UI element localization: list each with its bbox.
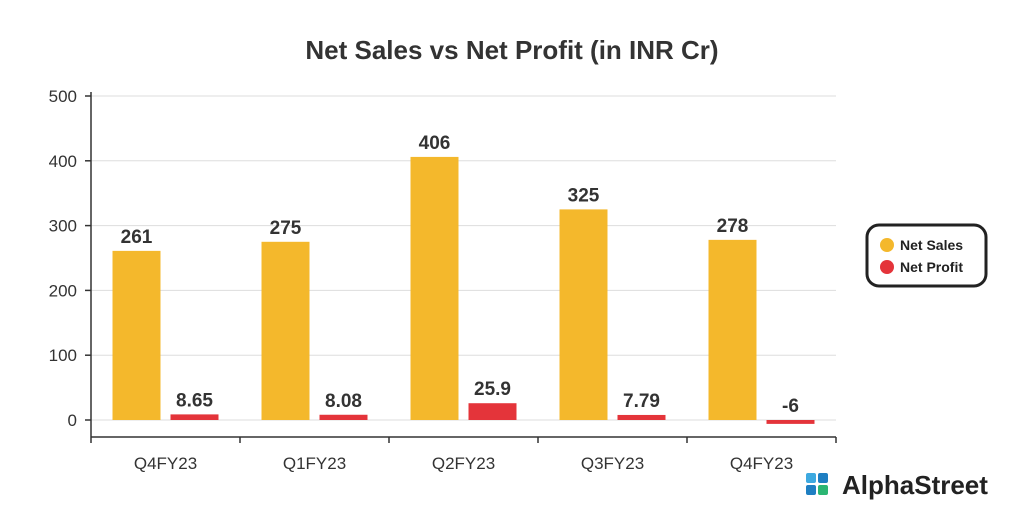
x-tick-label: Q4FY23 [134, 454, 197, 473]
axes [85, 92, 837, 443]
legend-label-net-profit: Net Profit [900, 259, 963, 275]
x-tick-label: Q4FY23 [730, 454, 793, 473]
bar-net-sales [410, 156, 459, 421]
y-tick-label: 500 [49, 87, 77, 106]
y-tick-label: 400 [49, 152, 77, 171]
brand-name: AlphaStreet [842, 470, 988, 500]
data-label: 325 [568, 185, 600, 206]
data-labels: 261 8.65 275 8.08 406 25.9 325 7.79 278 -6 [121, 133, 799, 417]
tick-labels: 0 100 200 300 400 500 Q4FY23 Q1FY23 Q2FY23 Q3FY23… [49, 87, 794, 473]
y-tick-label: 300 [49, 217, 77, 236]
x-tick-label: Q1FY23 [283, 454, 346, 473]
x-tick-label: Q2FY23 [432, 454, 495, 473]
data-label: 261 [121, 227, 153, 248]
legend: Net Sales Net Profit [865, 223, 988, 288]
legend-swatch-net-sales [880, 238, 894, 252]
bar-net-profit [766, 420, 815, 424]
data-label: 8.65 [176, 390, 213, 411]
data-label: 8.08 [325, 391, 362, 412]
legend-swatch-net-profit [880, 260, 894, 274]
y-tick-label: 200 [49, 281, 77, 300]
bar-net-sales [112, 250, 161, 420]
brand-logo: AlphaStreet [806, 470, 988, 500]
alphastreet-logo-icon [806, 473, 828, 495]
legend-label-net-sales: Net Sales [900, 237, 963, 253]
bar-net-sales [708, 239, 757, 420]
bar-net-sales [559, 209, 608, 420]
data-label: 406 [419, 133, 451, 154]
y-tick-label: 100 [49, 346, 77, 365]
legend-box [865, 223, 988, 288]
bar-net-profit [319, 414, 368, 420]
x-tick-label: Q3FY23 [581, 454, 644, 473]
data-label: 275 [270, 218, 302, 239]
chart-title: Net Sales vs Net Profit (in INR Cr) [305, 35, 718, 65]
bar-net-profit [617, 414, 666, 420]
bar-net-sales [261, 241, 310, 420]
data-label: 7.79 [623, 391, 660, 412]
bars [112, 156, 815, 424]
bar-net-profit [468, 403, 517, 420]
y-tick-label: 0 [68, 411, 77, 430]
data-label: 278 [717, 216, 749, 237]
data-label: -6 [782, 396, 799, 417]
data-label: 25.9 [474, 379, 511, 400]
bar-net-profit [170, 414, 219, 420]
